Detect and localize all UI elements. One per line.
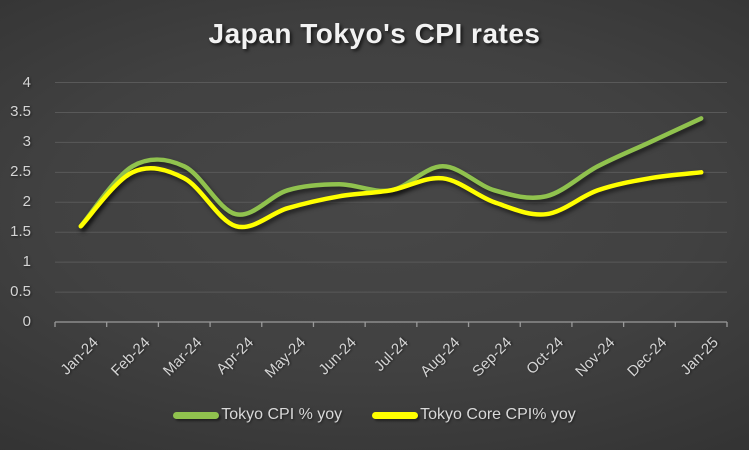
legend-item: Tokyo Core CPI% yoy [372,406,576,424]
y-axis-label: 3 [22,133,31,151]
y-axis-label: 0.5 [10,283,31,301]
y-axis-label: 3.5 [10,103,31,121]
y-axis-label: 0 [22,313,31,330]
y-axis-label: 4 [22,73,31,91]
legend-label: Tokyo CPI % yoy [221,406,343,423]
legend-swatch-yellow [372,411,419,419]
y-axis-label: 1.5 [10,223,31,241]
chart-title: Japan Tokyo's CPI rates [208,18,541,49]
chart-legend: Tokyo CPI % yoy Tokyo Core CPI% yoy [0,406,749,424]
legend-label: Tokyo Core CPI% yoy [420,406,576,423]
y-axis-label: 2.5 [10,163,31,181]
y-axis-label: 2 [22,193,31,211]
legend-item: Tokyo CPI % yoy [173,406,342,424]
y-axis-label: 1 [22,253,31,271]
legend-swatch-green [173,411,220,419]
series-line-yellow [78,166,704,230]
